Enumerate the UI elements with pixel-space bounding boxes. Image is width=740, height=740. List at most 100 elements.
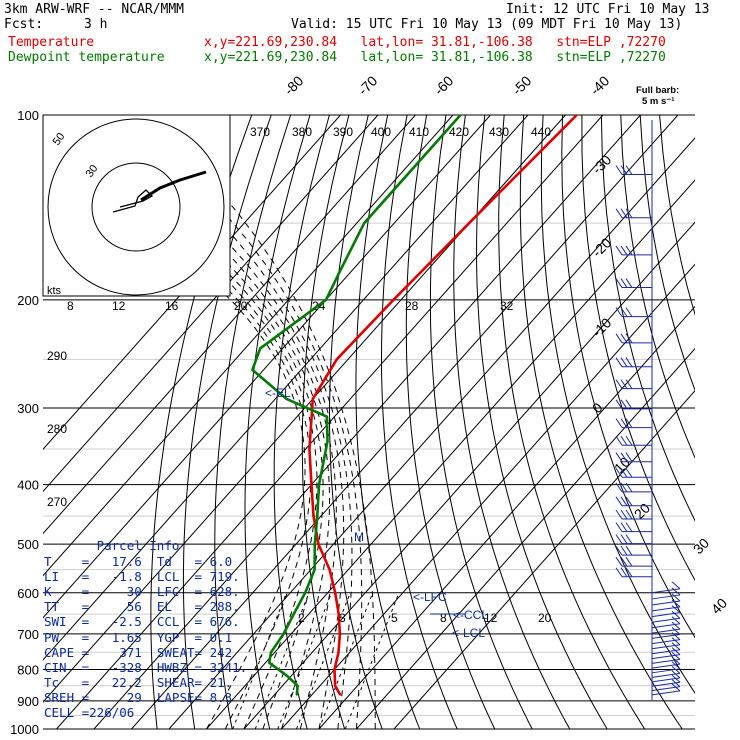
wind-barb-flag <box>671 616 681 625</box>
full-barb-value: 5 m s⁻¹ <box>642 96 674 107</box>
wind-barb-flag <box>620 567 628 578</box>
theta-label-440: 440 <box>531 125 551 139</box>
series-point-0-10 <box>328 568 331 571</box>
annotation-4: M <box>354 530 364 544</box>
parcel-cell-row: CELL =226/06 <box>44 705 232 720</box>
forecast-label: Fcst: <box>4 17 44 32</box>
wind-barb-flag <box>671 581 681 590</box>
wind-barb-flag <box>615 435 623 446</box>
dry-adiabat-320 <box>355 115 421 729</box>
series-point-1-14 <box>292 613 295 615</box>
mixing-ratio-label-2: 2 <box>298 611 305 625</box>
theta-label-400: 400 <box>371 125 391 139</box>
wind-barb-flag <box>671 637 681 646</box>
isotherm-label-11: 30 <box>690 535 712 557</box>
isotherm--30 <box>131 115 679 729</box>
series-point-0-17 <box>339 694 342 696</box>
series-point-0-5 <box>311 407 314 409</box>
wind-barb-flag <box>615 509 623 520</box>
parcel-row-k: K = 30 LFC = 628. <box>44 584 240 600</box>
wind-barb-flag <box>620 418 628 428</box>
series-point-0-11 <box>334 592 337 594</box>
theta-label-430: 430 <box>489 125 509 139</box>
series-point-0-9 <box>317 543 320 545</box>
wind-barb <box>615 208 652 219</box>
wind-barb-flag <box>615 333 623 344</box>
wind-barb <box>615 435 652 446</box>
annotation-1: <-LFC <box>413 590 447 604</box>
dry-adiabat-300 <box>301 115 350 729</box>
dry-adiabat-440 <box>620 115 695 460</box>
parcel-annotations: <-EL <-LFC <-CCL <-LCL M <box>265 386 488 640</box>
hodograph-box <box>42 114 231 297</box>
theta-e-label-270: 270 <box>47 495 67 509</box>
series-point-0-1 <box>468 222 471 224</box>
hodograph-speed-16: 16 <box>165 299 179 313</box>
series-point-0-3 <box>336 358 338 361</box>
series-point-1-13 <box>304 592 307 594</box>
wind-barb-flag <box>671 599 681 608</box>
mixing-ratio-label-8: 8 <box>440 611 447 625</box>
wind-barb-flag <box>620 452 628 462</box>
series-point-0-7 <box>310 483 313 486</box>
wind-barb-flag <box>615 165 623 175</box>
wind-barb-shaft <box>651 594 681 600</box>
isotherm--70 <box>43 115 529 661</box>
wind-barb-flag <box>625 467 633 478</box>
wind-barb-flag <box>620 278 628 288</box>
moist-adiabat-35 <box>144 115 376 729</box>
wind-barb-shaft <box>651 606 681 612</box>
wind-barb-flag <box>625 509 633 520</box>
isotherm--20 <box>168 137 695 729</box>
pressure-label-200: 200 <box>17 293 39 308</box>
moist-adiabat-30 <box>118 115 363 729</box>
wind-barb <box>615 522 652 533</box>
isotherm-label-1: -70 <box>355 72 381 98</box>
hodograph-units: kts <box>47 285 62 297</box>
wind-barb-shaft <box>651 588 681 594</box>
wind-barb-flag <box>615 482 623 493</box>
wind-barb-flag <box>625 496 633 507</box>
isotherm--120 <box>43 115 341 450</box>
wind-barb-flag <box>625 357 633 367</box>
init-time: Init: 12 UTC Fri 10 May 13 <box>506 2 710 17</box>
moist-adiabat-25 <box>92 115 353 729</box>
series-point-1-0 <box>459 114 462 116</box>
wind-barb <box>615 467 652 478</box>
wind-barb-flag <box>625 534 633 544</box>
wind-barb-flag <box>620 333 628 344</box>
wind-barb-flag <box>671 666 681 674</box>
full-barb-label: Full barb: <box>636 85 679 96</box>
wind-barb-flag <box>625 545 633 556</box>
wind-barb-flag <box>620 509 628 520</box>
hodograph-ring-label-50: 50 <box>51 131 68 148</box>
wind-barb <box>615 357 652 368</box>
wind-barb <box>615 418 652 429</box>
isotherm-label-7: -10 <box>589 314 615 340</box>
wind-barb-flag <box>620 435 628 446</box>
series-point-0-13 <box>339 633 341 635</box>
wind-barb-flag <box>671 605 681 613</box>
wind-barb-flag <box>671 670 681 679</box>
series-point-1-9 <box>318 483 320 486</box>
wind-barb-flag <box>620 379 628 389</box>
wind-barb <box>651 599 681 612</box>
parcel-row-sreh: SREH = 29 LAPSE= 8.3 <box>44 689 233 705</box>
wind-barb-flag <box>620 522 628 532</box>
wind-barb-flag <box>671 656 681 665</box>
series-point-0-8 <box>312 515 315 517</box>
wind-barb-flag <box>625 418 633 428</box>
annotation-2: <-CCL <box>453 608 488 622</box>
dry-adiabat-400 <box>540 115 695 694</box>
wind-barb-flag <box>625 399 633 410</box>
dry-adiabat-390 <box>519 115 683 729</box>
series-point-1-3 <box>325 299 327 301</box>
wind-barb-flag <box>625 567 633 578</box>
dry-adiabat-340 <box>405 115 496 729</box>
isotherm--90 <box>43 115 454 577</box>
pressure-label-300: 300 <box>17 401 39 416</box>
mixing-ratio-label-3: 3 <box>339 611 346 625</box>
wind-barb-flag <box>620 467 628 478</box>
wind-barb-flag <box>615 496 623 507</box>
isotherm-label-9: 10 <box>611 454 633 476</box>
